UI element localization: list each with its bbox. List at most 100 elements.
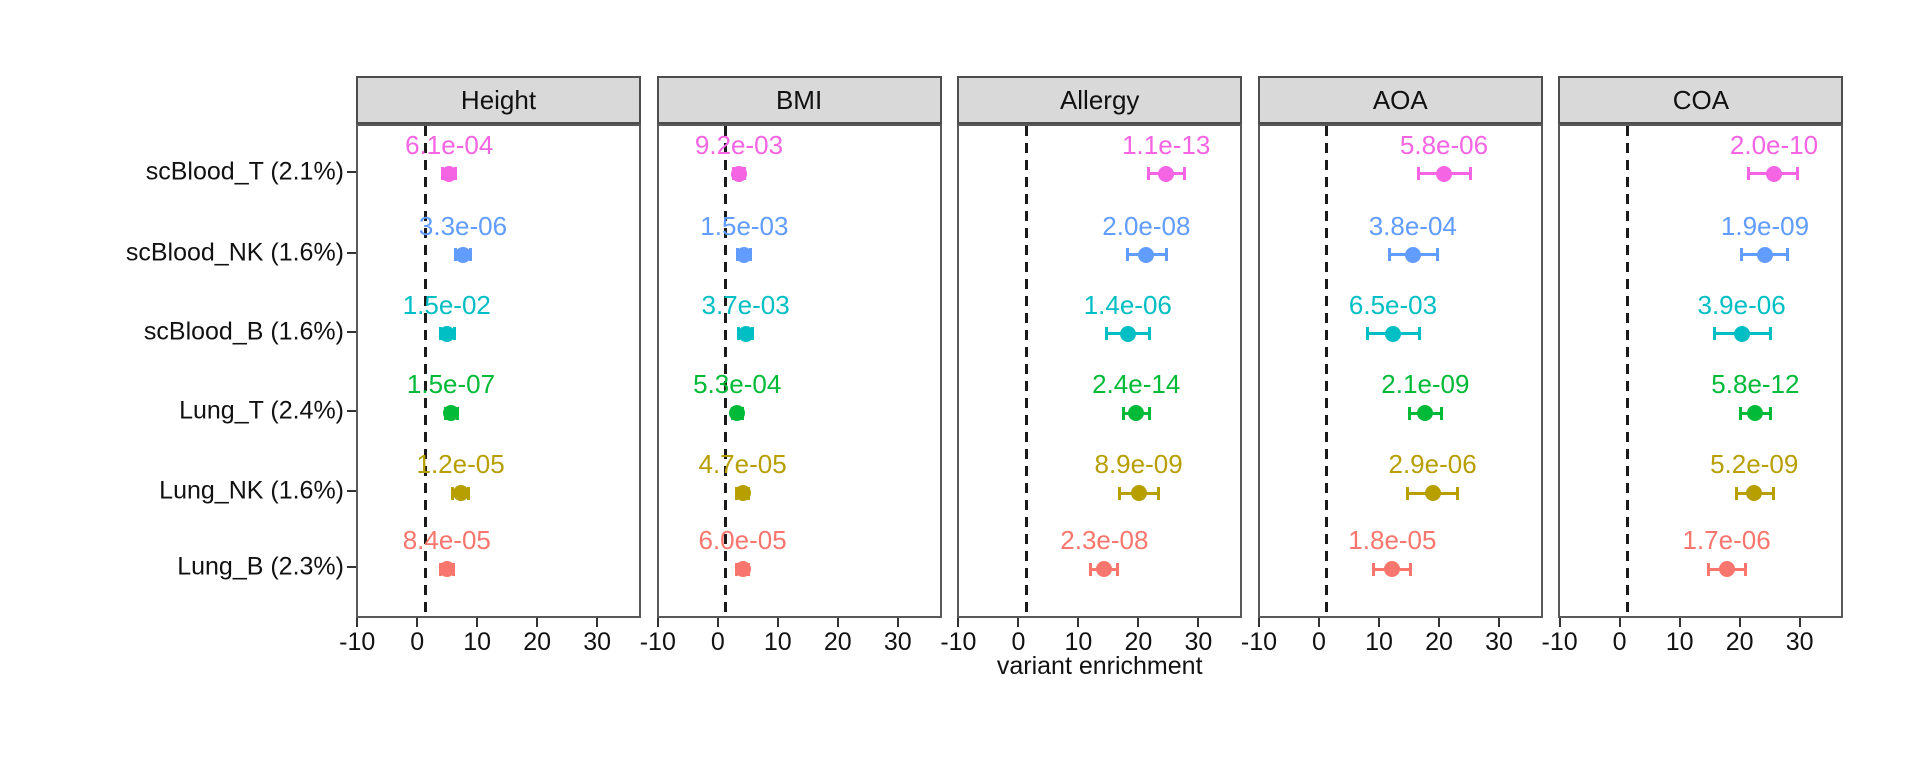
x-tick-mark bbox=[957, 618, 960, 627]
error-bar-cap bbox=[1125, 248, 1129, 262]
p-value-label: 2.4e-14 bbox=[1092, 369, 1181, 399]
data-point bbox=[1096, 561, 1113, 578]
x-tick-label: 30 bbox=[583, 628, 612, 656]
p-value-label: 8.4e-05 bbox=[402, 525, 491, 556]
x-tick-label: 30 bbox=[883, 628, 912, 656]
x-tick-mark bbox=[356, 618, 359, 627]
p-value-label: 5.8e-06 bbox=[1399, 129, 1489, 160]
x-tick-mark bbox=[1738, 618, 1741, 627]
x-tick-label: -10 bbox=[339, 628, 376, 656]
p-value-label: 8.9e-09 bbox=[1094, 449, 1183, 480]
x-tick-label: 10 bbox=[1665, 628, 1694, 656]
x-tick-label: 0 bbox=[1011, 628, 1026, 656]
error-bar-cap bbox=[1089, 562, 1093, 576]
data-point bbox=[1733, 325, 1750, 342]
error-bar-cap bbox=[1455, 486, 1459, 500]
p-value-label: 2.9e-06 bbox=[1388, 449, 1477, 480]
error-bar-cap bbox=[1416, 167, 1420, 181]
p-value-label: 1.9e-09 bbox=[1720, 210, 1810, 241]
facet-panel: 6.1e-04 3.3e-06 1.5e-02 1.5e-07 1.2e-05 8.4e-… bbox=[356, 124, 641, 618]
p-value-label: 1.5e-07 bbox=[406, 369, 496, 399]
p-value-label: 1.5e-03 bbox=[700, 210, 789, 241]
x-tick-label: 30 bbox=[1785, 628, 1814, 656]
p-value-label: 1.2e-05 bbox=[416, 449, 505, 480]
x-axis-title: variant enrichment bbox=[996, 652, 1203, 680]
x-tick-label: 0 bbox=[1312, 628, 1326, 656]
data-point bbox=[452, 485, 469, 502]
x-tick-mark bbox=[416, 618, 419, 627]
x-tick-mark bbox=[1077, 618, 1080, 627]
data-point bbox=[730, 165, 747, 182]
error-bar-cap bbox=[1366, 327, 1370, 341]
x-tick-mark bbox=[1438, 618, 1440, 627]
data-point bbox=[1718, 561, 1735, 578]
error-bar-cap bbox=[1417, 327, 1421, 341]
reference-line bbox=[423, 126, 427, 616]
reference-line bbox=[724, 126, 728, 616]
y-category-label: Lung_T (2.4%) bbox=[179, 396, 344, 425]
y-tick-mark bbox=[347, 330, 356, 333]
p-value-label: 5.8e-12 bbox=[1711, 369, 1800, 399]
data-point bbox=[1130, 485, 1147, 502]
x-tick-mark bbox=[1558, 618, 1561, 627]
x-tick-label: 20 bbox=[1425, 628, 1453, 656]
data-point bbox=[1384, 561, 1401, 578]
error-bar-cap bbox=[1408, 406, 1412, 420]
p-value-label: 3.9e-06 bbox=[1697, 289, 1786, 320]
x-tick-label: 20 bbox=[523, 628, 552, 656]
facet-strip: Allergy bbox=[957, 76, 1243, 124]
data-point bbox=[1747, 405, 1764, 421]
p-value-label: 2.1e-09 bbox=[1381, 369, 1470, 399]
data-point bbox=[729, 405, 746, 421]
data-point bbox=[1435, 165, 1452, 182]
data-point bbox=[455, 246, 471, 263]
data-point bbox=[438, 325, 455, 342]
p-value-label: 5.2e-09 bbox=[1710, 449, 1799, 480]
error-bar-cap bbox=[1388, 248, 1392, 262]
x-tick-label: -10 bbox=[1240, 628, 1278, 656]
y-tick-mark bbox=[347, 251, 356, 254]
p-value-label: 4.7e-05 bbox=[698, 449, 787, 480]
error-bar-cap bbox=[1105, 327, 1109, 341]
y-category-label: scBlood_T (2.1%) bbox=[145, 157, 344, 186]
data-point bbox=[1765, 165, 1782, 182]
error-bar-cap bbox=[1796, 167, 1800, 181]
y-category-label: Lung_B (2.3%) bbox=[177, 552, 344, 581]
error-bar-cap bbox=[1183, 167, 1187, 181]
p-value-label: 1.1e-13 bbox=[1122, 129, 1211, 160]
facet-strip: Height bbox=[356, 76, 641, 124]
facet-panel: 9.2e-03 1.5e-03 3.7e-03 5.3e-04 4.7e-05 6.0e-… bbox=[656, 124, 942, 618]
x-tick-mark bbox=[1197, 618, 1200, 627]
x-tick-mark bbox=[716, 618, 719, 627]
p-value-label: 3.3e-06 bbox=[418, 210, 508, 241]
y-tick-mark bbox=[347, 566, 356, 569]
data-point bbox=[441, 165, 458, 182]
error-bar-cap bbox=[1406, 486, 1410, 500]
x-tick-label: 30 bbox=[1485, 628, 1513, 656]
x-tick-mark bbox=[1378, 618, 1380, 627]
error-bar-cap bbox=[1147, 167, 1151, 181]
y-category-label: scBlood_B (1.6%) bbox=[143, 317, 344, 346]
x-tick-label: 20 bbox=[1124, 628, 1153, 656]
p-value-label: 5.3e-04 bbox=[693, 369, 782, 399]
data-point bbox=[1424, 485, 1441, 502]
x-tick-mark bbox=[476, 618, 479, 627]
reference-line bbox=[1024, 126, 1028, 616]
facet-panel: 2.0e-10 1.9e-09 3.9e-06 5.8e-12 5.2e-09 1.7e-… bbox=[1558, 124, 1844, 618]
facet-strip: BMI bbox=[656, 76, 942, 124]
x-tick-mark bbox=[1618, 618, 1621, 627]
x-tick-mark bbox=[896, 618, 899, 627]
p-value-label: 2.3e-08 bbox=[1060, 525, 1149, 556]
data-point bbox=[1417, 405, 1434, 421]
error-bar-cap bbox=[1116, 562, 1120, 576]
x-tick-label: 30 bbox=[1184, 628, 1213, 656]
x-tick-mark bbox=[1017, 618, 1020, 627]
x-tick-label: 0 bbox=[1612, 628, 1627, 656]
x-tick-mark bbox=[656, 618, 659, 627]
data-point bbox=[734, 485, 751, 502]
p-value-label: 6.5e-03 bbox=[1348, 289, 1438, 320]
data-point bbox=[1138, 246, 1155, 263]
data-point bbox=[737, 325, 754, 342]
error-bar-cap bbox=[1744, 562, 1748, 576]
